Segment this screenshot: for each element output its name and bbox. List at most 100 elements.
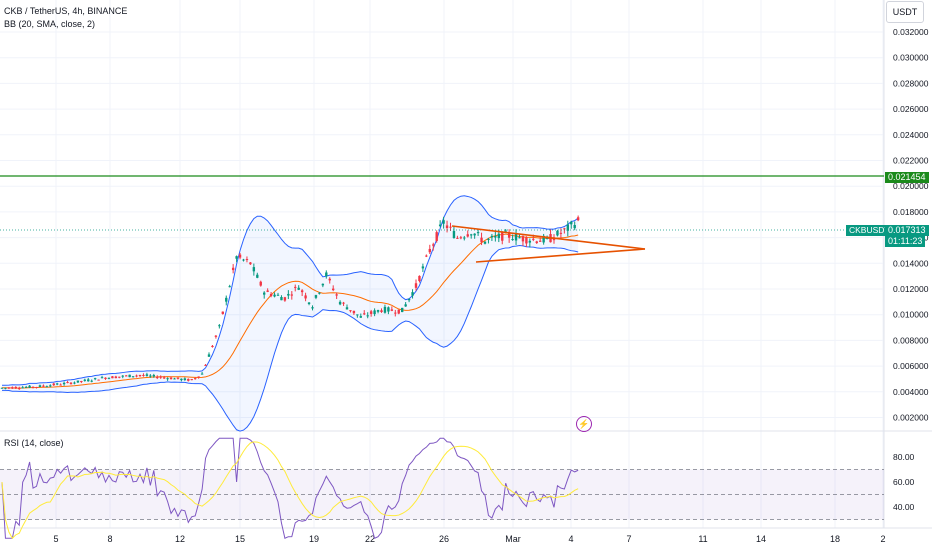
candle-body: [387, 307, 390, 312]
candle-body: [369, 311, 373, 314]
candle-body: [511, 238, 514, 241]
symbol-title[interactable]: CKB / TetherUS, 4h, BINANCE: [4, 6, 128, 16]
candle-body: [204, 364, 207, 366]
triangle-upper-line: [451, 225, 646, 250]
candle-body: [183, 378, 187, 381]
symbol-tag: CKBUSDT: [846, 225, 893, 236]
candle-body: [231, 267, 235, 271]
rsi-line: [1, 437, 579, 539]
candle-body: [521, 236, 525, 242]
candle-body: [269, 293, 273, 297]
candle-body: [556, 230, 559, 236]
candle-body: [435, 232, 438, 241]
candle-body: [390, 309, 394, 311]
candle-body: [263, 292, 266, 295]
candle-body: [394, 312, 397, 314]
candle-body: [149, 375, 152, 377]
candle-body: [442, 220, 445, 224]
candle-body: [535, 241, 538, 243]
time-axis-label: 26: [439, 534, 449, 544]
candle-body: [176, 377, 180, 379]
candle-body: [76, 380, 80, 383]
candle-body: [249, 262, 252, 265]
candle-body: [438, 224, 442, 227]
hline-price-tag: 0.021454: [885, 172, 929, 183]
price-axis-label: 0.028000: [893, 78, 929, 88]
candle-body: [449, 226, 452, 228]
candle-body: [4, 387, 7, 389]
candle-body: [570, 221, 573, 225]
price-axis-label: 0.014000: [893, 258, 929, 268]
candle-body: [52, 383, 55, 386]
candle-body: [501, 231, 504, 241]
candle-body: [452, 231, 456, 239]
candle-body: [59, 384, 62, 386]
candle-body: [138, 375, 142, 377]
currency-button[interactable]: USDT: [886, 1, 924, 23]
time-axis-label: Mar: [505, 534, 521, 544]
candle-body: [490, 235, 494, 238]
candle-body: [497, 233, 500, 239]
candle-body: [352, 310, 356, 314]
candle-body: [225, 297, 228, 302]
candle-body: [504, 230, 507, 232]
price-axis-label: 0.004000: [893, 387, 929, 397]
candle-body: [121, 375, 124, 377]
candle-body: [404, 304, 407, 307]
candle-body: [245, 259, 249, 261]
candle-body: [56, 383, 59, 385]
chart-legend: CKB / TetherUS, 4h, BINANCE BB (20, SMA,…: [4, 5, 127, 31]
candle-body: [532, 238, 535, 240]
candle-body: [69, 382, 73, 385]
candle-body: [97, 379, 100, 381]
candle-body: [539, 240, 542, 242]
time-axis-label: 2: [880, 534, 885, 544]
candle-body: [66, 382, 69, 384]
price-axis-label: 0.012000: [893, 284, 929, 294]
price-axis-label: 0.002000: [893, 413, 929, 423]
rsi-axis-label: 40.00: [893, 502, 915, 512]
flash-icon[interactable]: ⚡: [576, 416, 592, 432]
candle-body: [273, 294, 276, 297]
candle-body: [563, 228, 566, 230]
candle-body: [401, 307, 404, 313]
candle-body: [428, 248, 431, 253]
candle-body: [276, 294, 280, 296]
time-axis-label: 12: [175, 534, 185, 544]
candle-body: [566, 224, 569, 231]
candle-body: [373, 310, 376, 315]
price-axis-label: 0.008000: [893, 335, 929, 345]
candle-body: [24, 386, 28, 388]
countdown-tag: 01:11:23: [885, 236, 926, 247]
candle-body: [421, 266, 425, 269]
time-axis-label: 14: [756, 534, 766, 544]
candle-body: [242, 259, 245, 261]
bb-indicator-label[interactable]: BB (20, SMA, close, 2): [4, 19, 96, 29]
candle-body: [366, 315, 369, 317]
candle-body: [62, 382, 66, 385]
candle-body: [7, 387, 11, 389]
candle-body: [376, 310, 380, 312]
candle-body: [73, 382, 76, 384]
candle-body: [425, 255, 428, 257]
candle-body: [473, 233, 476, 236]
candle-body: [380, 310, 383, 313]
candle-body: [45, 386, 49, 388]
time-axis-label: 4: [568, 534, 573, 544]
candle-body: [214, 335, 218, 337]
candle-body: [169, 377, 173, 380]
candle-body: [304, 295, 307, 299]
candle-body: [332, 288, 335, 291]
candle-body: [300, 290, 304, 293]
candle-body: [383, 306, 387, 313]
candle-body: [18, 388, 21, 390]
candle-body: [266, 290, 269, 292]
bb-lower-band: [1, 245, 579, 432]
candle-body: [11, 387, 14, 389]
rsi-indicator-label[interactable]: RSI (14, close): [4, 438, 64, 448]
candle-body: [342, 302, 345, 304]
candle-body: [480, 237, 483, 243]
rsi-axis-label: 80.00: [893, 452, 915, 462]
